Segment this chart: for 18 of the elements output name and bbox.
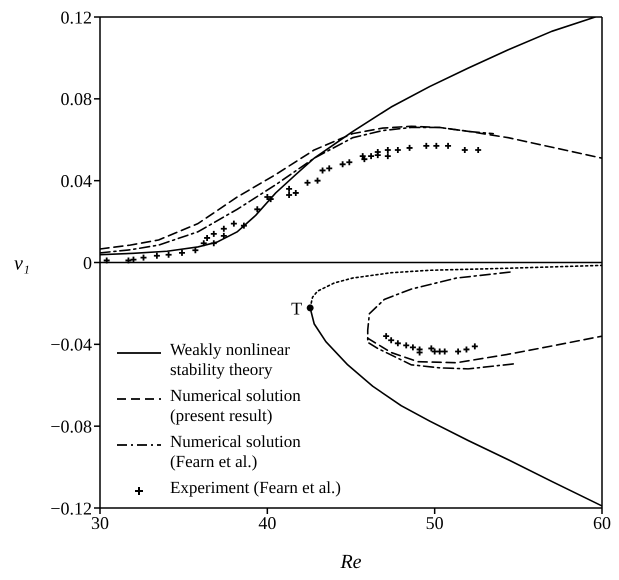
legend-label: Numerical solution (Fearn et al.)	[170, 432, 302, 472]
y-tick-label: 0.04	[60, 171, 92, 192]
x-tick-label: 40	[258, 512, 276, 533]
y-tick-label: −0.08	[50, 416, 92, 437]
y-tick-label: 0.12	[60, 7, 92, 28]
y-tick-label: −0.12	[50, 498, 92, 518]
x-tick-label: 60	[593, 512, 611, 533]
x-tick-label: 30	[91, 512, 109, 533]
annotation: T	[291, 298, 302, 318]
x-tick-label: 50	[426, 512, 444, 533]
y-tick-label: 0	[83, 252, 92, 273]
legend-label: Numerical solution (present result)	[170, 386, 302, 426]
y-tick-label: −0.04	[50, 334, 92, 355]
x-axis-title: Re	[339, 551, 362, 573]
legend-label: Experiment (Fearn et al.)	[170, 478, 342, 498]
y-tick-label: 0.08	[60, 89, 92, 110]
legend-label: Weakly nonlinear stability theory	[170, 340, 291, 380]
y-axis-title: v₁	[14, 252, 30, 275]
